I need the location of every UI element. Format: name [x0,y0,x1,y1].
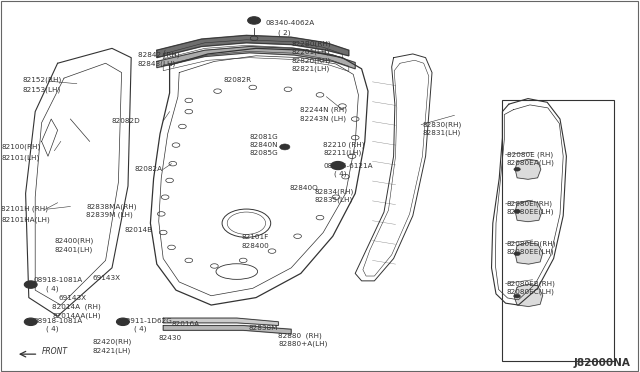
Circle shape [514,294,520,298]
Text: 82080EA(LH): 82080EA(LH) [507,160,555,166]
Text: 82014A  (RH): 82014A (RH) [52,304,101,310]
Text: 82080EB(RH): 82080EB(RH) [507,280,556,287]
Text: 82243N (LH): 82243N (LH) [300,115,346,122]
Text: N: N [120,319,125,324]
Text: 82421(LH): 82421(LH) [93,347,131,354]
Text: 82821(LH): 82821(LH) [291,65,330,72]
Text: 82880+A(LH): 82880+A(LH) [278,341,328,347]
Text: 82839M (LH): 82839M (LH) [86,212,133,218]
Text: 82838MA(RH): 82838MA(RH) [86,203,137,210]
Circle shape [514,209,520,213]
Text: 82210 (RH): 82210 (RH) [323,141,365,148]
Text: 82080EE(LH): 82080EE(LH) [507,249,554,256]
Text: J82000NA: J82000NA [573,357,630,368]
Text: 82834(RH): 82834(RH) [315,188,354,195]
Polygon shape [157,46,355,69]
Text: ( 4): ( 4) [46,285,59,292]
Text: 82080EC(LH): 82080EC(LH) [507,289,555,295]
Text: 822B0(RH): 822B0(RH) [291,41,331,47]
Text: 69143X: 69143X [93,275,121,281]
Text: 82152(RH): 82152(RH) [22,77,61,83]
Circle shape [514,167,520,171]
Text: 82840Q: 82840Q [289,185,318,191]
Text: ( 4): ( 4) [334,171,347,177]
Text: ( 4): ( 4) [134,326,147,333]
Text: B: B [336,163,340,168]
Text: 081A6-6121A: 081A6-6121A [323,163,373,169]
Text: 82838M: 82838M [248,325,278,331]
Text: ( 4): ( 4) [46,326,59,333]
Text: 82835(LH): 82835(LH) [315,197,353,203]
Text: 82430: 82430 [159,335,182,341]
Text: 82840N: 82840N [250,142,278,148]
Text: 69143X: 69143X [59,295,87,301]
Text: 82080ED(RH): 82080ED(RH) [507,240,556,247]
Text: 82211(LH): 82211(LH) [323,149,362,156]
Text: 82085G: 82085G [250,150,278,156]
Text: 82014B: 82014B [125,227,153,233]
Text: 82082D: 82082D [112,118,141,124]
Text: ( 2): ( 2) [278,29,291,36]
Text: 82843(LH): 82843(LH) [138,61,176,67]
Text: 08918-1081A: 08918-1081A [33,318,83,324]
Polygon shape [163,318,278,326]
Text: 82101F: 82101F [242,234,269,240]
Polygon shape [515,243,543,264]
Text: 82082R: 82082R [224,77,252,83]
Circle shape [24,281,37,288]
Text: 82080E (RH): 82080E (RH) [507,151,553,158]
Text: 82101(LH): 82101(LH) [1,155,40,161]
Text: 828400: 828400 [242,243,269,248]
Polygon shape [514,284,543,307]
Text: 82820(RH): 82820(RH) [291,57,330,64]
Text: 82400(RH): 82400(RH) [54,238,93,244]
Text: 08918-1081A: 08918-1081A [33,277,83,283]
Text: N: N [28,282,33,287]
Text: 82830(RH): 82830(RH) [422,121,461,128]
Circle shape [514,252,520,256]
Text: 82831(LH): 82831(LH) [422,130,461,137]
Text: 08340-4062A: 08340-4062A [266,20,315,26]
Text: 82401(LH): 82401(LH) [54,247,93,253]
Circle shape [280,144,290,150]
Text: 82420(RH): 82420(RH) [93,338,132,345]
Text: FRONT: FRONT [42,347,68,356]
Text: 82201(LH): 82201(LH) [291,49,330,55]
Text: 82016A: 82016A [172,321,200,327]
Circle shape [116,318,129,326]
Text: N: N [28,319,33,324]
Text: 82153(LH): 82153(LH) [22,86,61,93]
Text: 82081G: 82081G [250,134,278,140]
Polygon shape [163,326,291,334]
Text: 82080EI(RH): 82080EI(RH) [507,201,553,207]
Text: 82244N (RH): 82244N (RH) [300,106,346,113]
Text: 82101H (RH): 82101H (RH) [1,205,48,212]
Text: 82880  (RH): 82880 (RH) [278,332,322,339]
Text: 82101HA(LH): 82101HA(LH) [1,216,50,223]
Circle shape [248,17,260,24]
Text: 82082A: 82082A [134,166,163,172]
Text: 82100(RH): 82100(RH) [1,144,40,150]
Polygon shape [157,35,349,58]
Polygon shape [515,201,542,222]
Text: 82014AA(LH): 82014AA(LH) [52,312,101,319]
Circle shape [24,318,37,326]
Text: S: S [252,18,256,23]
Polygon shape [515,159,541,179]
Text: 82080EE(LH): 82080EE(LH) [507,209,554,215]
Text: 08911-1D62G: 08911-1D62G [122,318,172,324]
Circle shape [331,161,345,170]
Bar [502,100,614,361]
Text: 82842 (RH): 82842 (RH) [138,52,179,58]
